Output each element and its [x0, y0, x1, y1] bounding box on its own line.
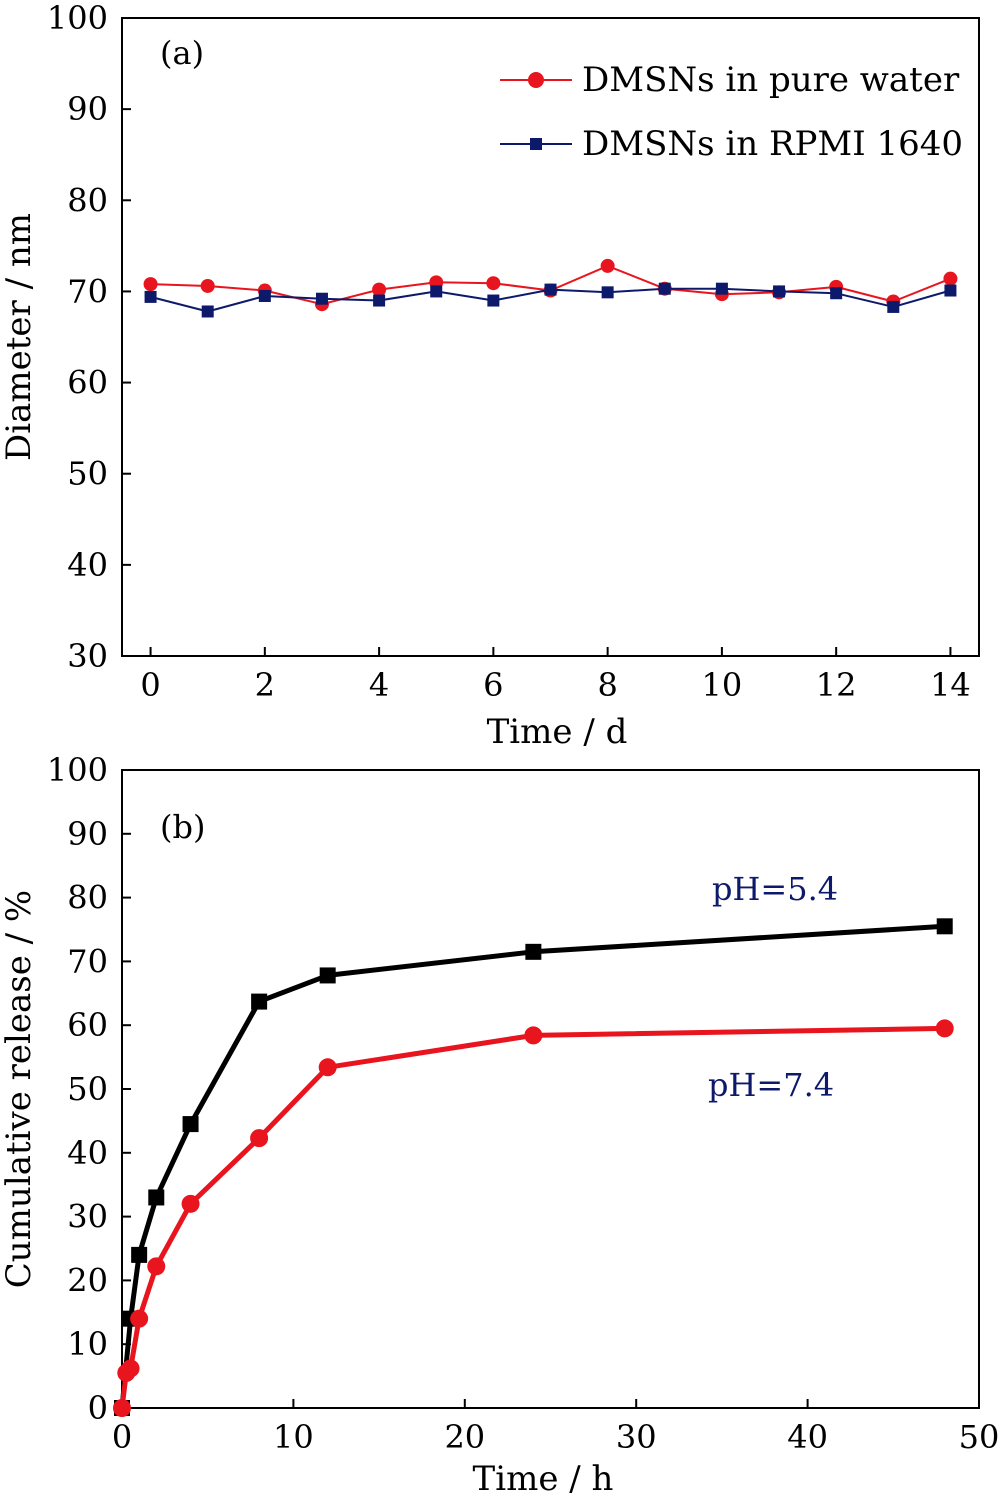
legend-marker-0	[528, 72, 544, 88]
panel-b-x-tick-label: 30	[616, 1418, 657, 1456]
panel-b-plot-frame	[121, 769, 980, 1409]
panel-a-series-0-point	[372, 282, 387, 297]
panel-a-series-1-point	[830, 287, 843, 300]
panel-b-y-tick-label: 30	[67, 1198, 108, 1236]
panel-a-x-tick-label: 2	[255, 666, 275, 704]
panel-a-y-tick-label: 60	[67, 364, 108, 402]
panel-a-series-1-point	[544, 283, 557, 296]
panel-b-series-0-point	[182, 1116, 199, 1133]
panel-b-series-1-point	[250, 1129, 269, 1148]
panel-b-y-tick-label: 50	[67, 1070, 108, 1108]
panel-b-x-tick-label: 0	[112, 1418, 132, 1456]
panel-b-x-tick-label: 40	[787, 1418, 828, 1456]
annotation-ph-7-4: pH=7.4	[708, 1066, 834, 1104]
legend-marker-1	[530, 138, 542, 150]
panel-a-plot-frame	[121, 17, 980, 657]
panel-a-series-1-point	[773, 285, 786, 298]
panel-b-y-tick-label: 0	[88, 1389, 108, 1427]
panel-a-y-axis-label: Diameter / nm	[0, 213, 39, 461]
panel-a-y-tick-label: 80	[67, 181, 108, 219]
panel-a-y-tick-label: 40	[67, 546, 108, 584]
panel-a-x-tick-label: 4	[369, 666, 389, 704]
panel-b-ticks: 0 10 20 30 40 50 0 10 20 30 40 50 60 70 80 90 100	[47, 751, 999, 1456]
panel-b-chart: 0 10 20 30 40 50 0 10 20 30 40 50 60 70 80 90 100 (b) Ti…	[0, 751, 999, 1497]
panel-a-legend: DMSNs in pure water DMSNs in RPMI 1640	[500, 60, 963, 164]
panel-a-series-1-point	[258, 289, 271, 302]
panel-a-y-tick-label: 90	[67, 90, 108, 128]
panel-b-series-1-point	[121, 1359, 140, 1378]
panel-b-x-tick-label: 10	[273, 1418, 314, 1456]
panel-b-x-tick-label: 50	[959, 1418, 1000, 1456]
annotation-ph-5-4: pH=5.4	[712, 870, 838, 908]
panel-b-series-0-point	[319, 967, 336, 984]
panel-b-series-1-point	[147, 1257, 166, 1276]
panel-b-series-0-point	[525, 943, 542, 960]
panel-a-series-0-point	[143, 277, 158, 292]
panel-b-label: (b)	[160, 808, 205, 846]
panel-a-series-1-point	[201, 305, 214, 318]
panel-a-series-1-point	[430, 285, 443, 298]
panel-a-x-tick-label: 14	[930, 666, 971, 704]
panel-b-series-1-point	[935, 1019, 954, 1038]
panel-b-series-0-point	[148, 1189, 165, 1206]
panel-a-series-1-point	[658, 282, 671, 295]
panel-b-series-1-point	[318, 1058, 337, 1077]
panel-a-chart: 0 2 4 6 8 10 12 14 30 40 50 60 70 80 90 100 (a) Time / …	[0, 0, 980, 752]
panel-a-series-1-point	[887, 300, 900, 313]
panel-a-y-tick-label: 30	[67, 637, 108, 675]
panel-a-series-1-point	[487, 294, 500, 307]
panel-a-y-tick-label: 50	[67, 455, 108, 493]
panel-a-series-1-point	[315, 292, 328, 305]
panel-a-series-0-point	[600, 258, 615, 273]
panel-a-x-tick-label: 12	[816, 666, 857, 704]
panel-b-y-tick-label: 60	[67, 1006, 108, 1044]
panel-b-series-1-point	[130, 1309, 149, 1328]
panel-b-series-1-point	[113, 1399, 131, 1417]
panel-b-series-0-point	[251, 993, 268, 1010]
panel-b-series-0-point	[131, 1246, 148, 1263]
panel-a-x-axis-label: Time / d	[487, 712, 628, 752]
panel-a-series-1-point	[144, 290, 157, 303]
panel-b-y-tick-label: 40	[67, 1134, 108, 1172]
panel-a-series-0-point	[943, 271, 958, 286]
panel-b-y-axis-label: Cumulative release / %	[0, 890, 39, 1288]
panel-a-ticks: 0 2 4 6 8 10 12 14 30 40 50 60 70 80 90 100	[47, 0, 971, 704]
panel-b-y-tick-label: 20	[67, 1261, 108, 1299]
panel-a-label: (a)	[160, 34, 204, 72]
panel-a-series-1-point	[715, 282, 728, 295]
panel-b-series-0-point	[936, 918, 953, 935]
legend-label-1: DMSNs in RPMI 1640	[582, 124, 963, 164]
panel-a-series	[143, 258, 958, 318]
panel-a-x-tick-label: 0	[140, 666, 160, 704]
panel-a-series-0-point	[200, 278, 215, 293]
panel-b-series-1-point	[181, 1194, 200, 1213]
panel-a-y-tick-label: 100	[47, 0, 108, 37]
panel-a-x-tick-label: 6	[483, 666, 503, 704]
panel-b-y-tick-label: 10	[67, 1325, 108, 1363]
panel-b-y-tick-label: 100	[47, 751, 108, 789]
panel-b-y-tick-label: 80	[67, 879, 108, 917]
panel-a-series-1-point	[601, 286, 614, 299]
panel-b-series	[113, 918, 954, 1417]
panel-b-x-tick-label: 20	[444, 1418, 485, 1456]
panel-a-x-tick-label: 10	[702, 666, 743, 704]
panel-a-x-tick-label: 8	[597, 666, 617, 704]
panel-a-y-tick-label: 70	[67, 272, 108, 310]
panel-a-series-1-point	[944, 284, 957, 297]
panel-b-y-tick-label: 90	[67, 815, 108, 853]
panel-a-series-1-point	[373, 294, 386, 307]
panel-a-series-0-point	[486, 276, 501, 291]
panel-b-series-1-point	[524, 1026, 543, 1045]
panel-b-x-axis-label: Time / h	[473, 1459, 614, 1497]
legend-label-0: DMSNs in pure water	[582, 60, 960, 100]
panel-b-series-0-line	[119, 923, 945, 1409]
panel-b-y-tick-label: 70	[67, 942, 108, 980]
